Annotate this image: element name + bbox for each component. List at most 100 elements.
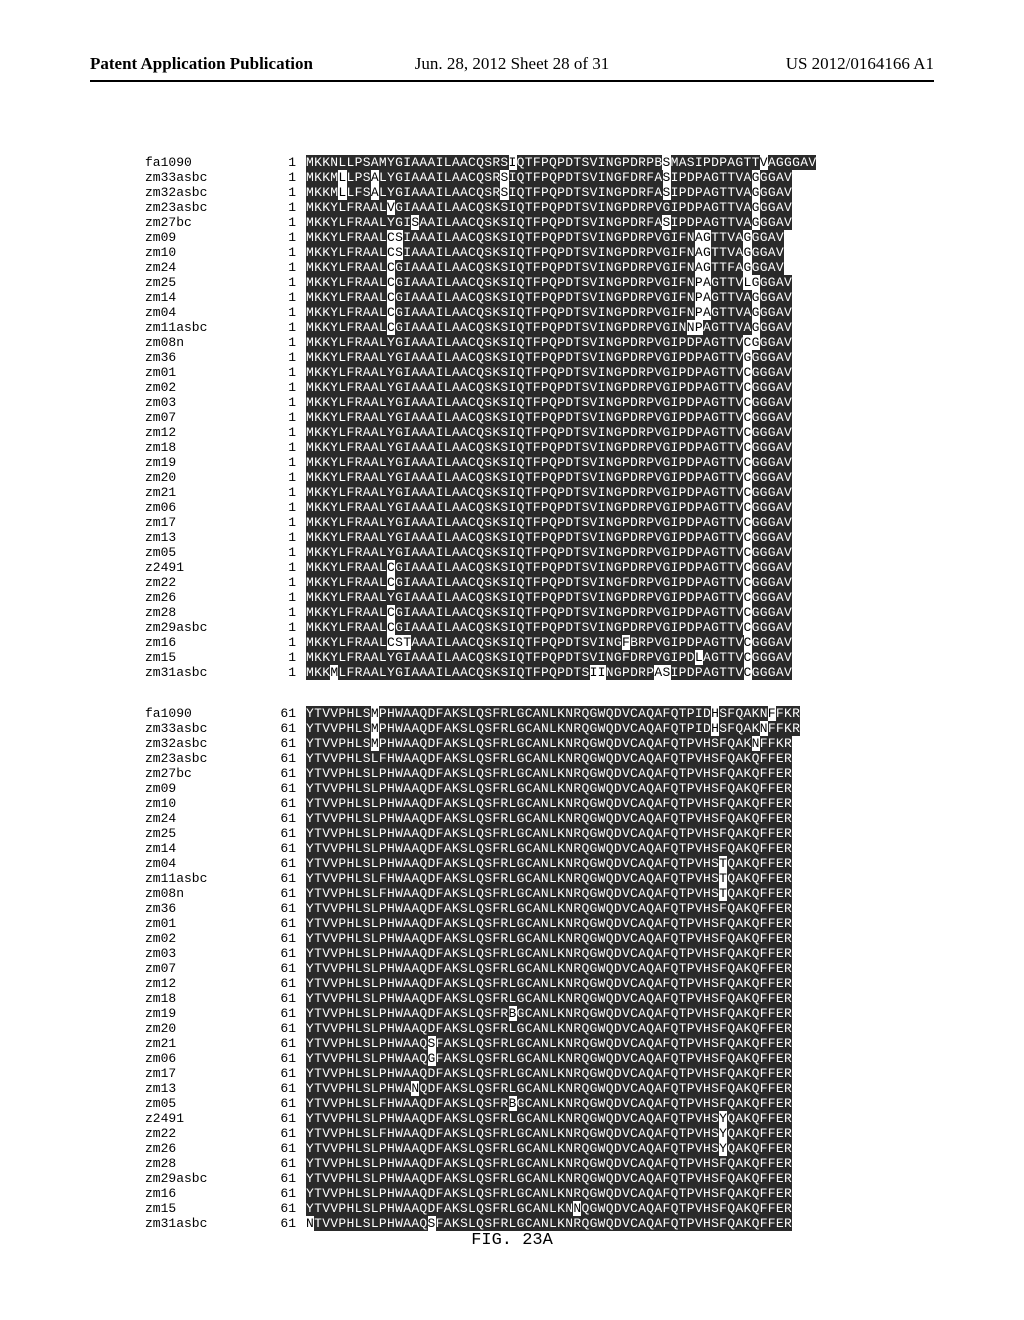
sequence-id: zm20 <box>145 1021 260 1036</box>
page: Jun. 28, 2012 Sheet 28 of 31 Patent Appl… <box>0 0 1024 1320</box>
sequence-id: zm17 <box>145 1066 260 1081</box>
sequence-position: 61 <box>260 1081 306 1096</box>
sequence-id: zm29asbc <box>145 1171 260 1186</box>
sequence-id: zm31asbc <box>145 665 260 680</box>
sequence-residues: YTVVPHLSLPHWAAQDFAKSLQSFRLGCANLKNRQGWQDV… <box>306 781 792 796</box>
sequence-position: 1 <box>260 215 306 230</box>
header-rule <box>90 80 934 82</box>
sequence-residues: YTVVPHLSLPHWAAQDFAKSLQSFRLGCANLKNRQGWQDV… <box>306 946 792 961</box>
sequence-position: 61 <box>260 856 306 871</box>
sequence-residues: YTVVPHLSMPHWAAQDFAKSLQSFRLGCANLKNRQGWQDV… <box>306 721 800 736</box>
sequence-id: z2491 <box>145 1111 260 1126</box>
sequence-position: 61 <box>260 781 306 796</box>
sequence-position: 1 <box>260 380 306 395</box>
sequence-id: zm02 <box>145 931 260 946</box>
sequence-position: 61 <box>260 886 306 901</box>
alignment-row: zm0261YTVVPHLSLPHWAAQDFAKSLQSFRLGCANLKNR… <box>145 931 905 946</box>
sequence-residues: YTVVPHLSLFHWAAQDFAKSLQSFRLGCANLKNRQGWQDV… <box>306 871 792 886</box>
sequence-id: zm28 <box>145 1156 260 1171</box>
sequence-position: 1 <box>260 200 306 215</box>
sequence-id: zm27bc <box>145 766 260 781</box>
sequence-id: zm01 <box>145 916 260 931</box>
alignment-row: zm33asbc61YTVVPHLSMPHWAAQDFAKSLQSFRLGCAN… <box>145 721 905 736</box>
sequence-id: zm10 <box>145 796 260 811</box>
sequence-position: 1 <box>260 410 306 425</box>
alignment-row: zm0561YTVVPHLSLFHWAAQDFAKSLQSFRBGCANLKNR… <box>145 1096 905 1111</box>
sequence-residues: YTVVPHLSLFHWAAQDFAKSLQSFRLGCANLKNRQGWQDV… <box>306 751 792 766</box>
sequence-position: 1 <box>260 515 306 530</box>
sequence-position: 61 <box>260 1216 306 1231</box>
sequence-position: 61 <box>260 1201 306 1216</box>
alignment-row: zm2161YTVVPHLSLPHWAAQSFAKSLQSFRLGCANLKNR… <box>145 1036 905 1051</box>
sequence-position: 1 <box>260 230 306 245</box>
sequence-position: 61 <box>260 991 306 1006</box>
sequence-id: zm11asbc <box>145 320 260 335</box>
sequence-id: zm27bc <box>145 215 260 230</box>
alignment-row: zm2561YTVVPHLSLPHWAAQDFAKSLQSFRLGCANLKNR… <box>145 826 905 841</box>
sequence-residues: YTVVPHLSLPHWAAQDFAKSLQSFRLGCANLKNRQGWQDV… <box>306 1141 792 1156</box>
sequence-id: zm18 <box>145 440 260 455</box>
alignment-row: zm0361YTVVPHLSLPHWAAQDFAKSLQSFRLGCANLKNR… <box>145 946 905 961</box>
alignment-row: zm29asbc1MKKYLFRAALCGIAAAILAACQSKSIQTFPQ… <box>145 620 905 635</box>
sequence-residues: YTVVPHLSMPHWAAQDFAKSLQSFRLGCANLKNRQGWQDV… <box>306 736 792 751</box>
alignment-row: zm1361YTVVPHLSLPHWANQDFAKSLQSFRLGCANLKNR… <box>145 1081 905 1096</box>
sequence-residues: YTVVPHLSLPHWANQDFAKSLQSFRLGCANLKNRQGWQDV… <box>306 1081 792 1096</box>
header-center: Jun. 28, 2012 Sheet 28 of 31 <box>0 54 1024 74</box>
sequence-position: 61 <box>260 1021 306 1036</box>
sequence-id: fa1090 <box>145 155 260 170</box>
sequence-residues: YTVVPHLSLPHWAAQDFAKSLQSFRLGCANLKNRQGWQDV… <box>306 916 792 931</box>
alignment-row: zm211MKKYLFRAALYGIAAAILAACQSKSIQTFPQPDTS… <box>145 485 905 500</box>
sequence-position: 1 <box>260 485 306 500</box>
sequence-residues: YTVVPHLSLPHWAAQDFAKSLQSFRBGCANLKNRQGWQDV… <box>306 1006 792 1021</box>
alignment-row: zm2661YTVVPHLSLPHWAAQDFAKSLQSFRLGCANLKNR… <box>145 1141 905 1156</box>
sequence-id: zm23asbc <box>145 200 260 215</box>
alignment-row: zm3661YTVVPHLSLPHWAAQDFAKSLQSFRLGCANLKNR… <box>145 901 905 916</box>
sequence-position: 61 <box>260 871 306 886</box>
sequence-residues: MKKYLFRAALYGIAAAILAACQSKSIQTFPQPDTSVINGP… <box>306 350 792 365</box>
sequence-residues: YTVVPHLSLPHWAAQGFAKSLQSFRLGCANLKNRQGWQDV… <box>306 1051 792 1066</box>
sequence-id: zm01 <box>145 365 260 380</box>
alignment-row: zm1061YTVVPHLSLPHWAAQDFAKSLQSFRLGCANLKNR… <box>145 796 905 811</box>
sequence-residues: MKKYLFRAALYGIAAAILAACQSKSIQTFPQPDTSVINGP… <box>306 545 792 560</box>
sequence-id: zm13 <box>145 530 260 545</box>
sequence-id: zm21 <box>145 485 260 500</box>
alignment-row: zm251MKKYLFRAALCGIAAAILAACQSKSIQTFPQPDTS… <box>145 275 905 290</box>
sequence-id: zm10 <box>145 245 260 260</box>
sequence-id: zm06 <box>145 1051 260 1066</box>
alignment-row: zm31asbc1MKKMLFRAALYGIAAAILAACQSKSIQTFPQ… <box>145 665 905 680</box>
alignment-row: zm23asbc61YTVVPHLSLFHWAAQDFAKSLQSFRLGCAN… <box>145 751 905 766</box>
sequence-position: 1 <box>260 335 306 350</box>
sequence-position: 61 <box>260 931 306 946</box>
sequence-residues: YTVVPHLSLPHWAAQDFAKSLQSFRLGCANLKNRQGWQDV… <box>306 811 792 826</box>
sequence-position: 61 <box>260 796 306 811</box>
sequence-position: 61 <box>260 706 306 721</box>
alignment-row: zm021MKKYLFRAALYGIAAAILAACQSKSIQTFPQPDTS… <box>145 380 905 395</box>
sequence-id: z2491 <box>145 560 260 575</box>
alignment-row: zm0761YTVVPHLSLPHWAAQDFAKSLQSFRLGCANLKNR… <box>145 961 905 976</box>
sequence-id: zm12 <box>145 425 260 440</box>
alignment-row: zm361MKKYLFRAALYGIAAAILAACQSKSIQTFPQPDTS… <box>145 350 905 365</box>
alignment-row: zm171MKKYLFRAALYGIAAAILAACQSKSIQTFPQPDTS… <box>145 515 905 530</box>
sequence-id: zm22 <box>145 575 260 590</box>
alignment-row: zm29asbc61YTVVPHLSLPHWAAQDFAKSLQSFRLGCAN… <box>145 1171 905 1186</box>
sequence-position: 61 <box>260 916 306 931</box>
sequence-residues: YTVVPHLSLPHWAAQDFAKSLQSFRLGCANLKNNQGWQDV… <box>306 1201 792 1216</box>
sequence-position: 1 <box>260 305 306 320</box>
alignment-row: zm32asbc1MKKMLLFSALYGIAAAILAACQSRSIQTFPQ… <box>145 185 905 200</box>
alignment-row: zm0961YTVVPHLSLPHWAAQDFAKSLQSFRLGCANLKNR… <box>145 781 905 796</box>
sequence-residues: MKKMLLFSALYGIAAAILAACQSRSIQTFPQPDTSVINGP… <box>306 185 792 200</box>
sequence-residues: NTVVPHLSLPHWAAQSFAKSLQSFRLGCANLKNRQGWQDV… <box>306 1216 792 1231</box>
sequence-id: zm16 <box>145 635 260 650</box>
sequence-residues: MKKYLFRAALYGIAAAILAACQSKSIQTFPQPDTSVINGP… <box>306 590 792 605</box>
alignment-row: zm27bc1MKKYLFRAALYGISAAILAACQSKSIQTFPQPD… <box>145 215 905 230</box>
sequence-residues: MKKYLFRAALCGIAAAILAACQSKSIQTFPQPDTSVINGP… <box>306 260 784 275</box>
sequence-position: 61 <box>260 1111 306 1126</box>
sequence-id: zm08n <box>145 886 260 901</box>
sequence-position: 1 <box>260 470 306 485</box>
sequence-residues: MKKYLFRAALCSIAAAILAACQSKSIQTFPQPDTSVINGP… <box>306 245 784 260</box>
sequence-position: 1 <box>260 275 306 290</box>
sequence-position: 1 <box>260 155 306 170</box>
sequence-id: zm14 <box>145 290 260 305</box>
sequence-position: 1 <box>260 455 306 470</box>
sequence-position: 61 <box>260 1156 306 1171</box>
